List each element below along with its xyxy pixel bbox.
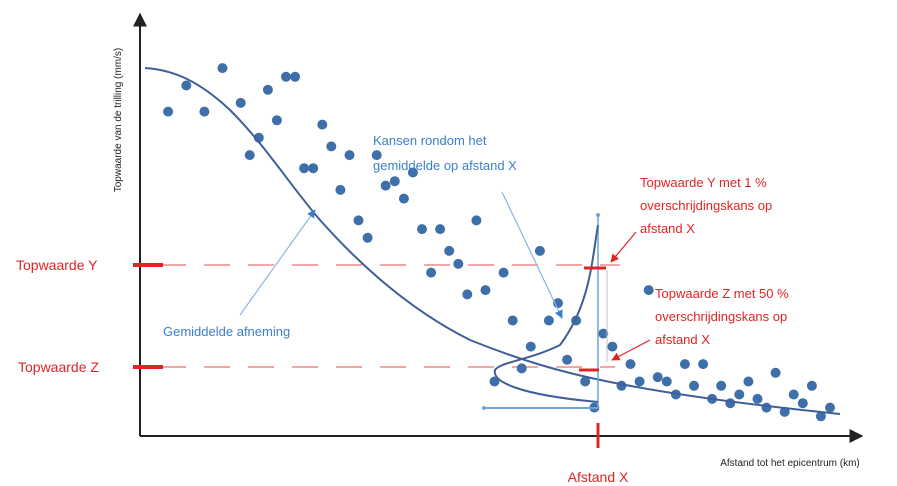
level-z-label: Topwaarde Z xyxy=(18,359,99,375)
scatter-point xyxy=(689,380,699,391)
scatter-point xyxy=(262,84,273,95)
scatter-point xyxy=(362,232,373,243)
scatter-point xyxy=(489,376,500,387)
level-y-label: Topwaarde Y xyxy=(16,257,98,273)
scatter-point xyxy=(417,224,427,235)
scatter-point xyxy=(525,341,536,352)
scatter-point xyxy=(317,119,328,130)
scatter-point xyxy=(217,63,228,74)
scatter-point xyxy=(661,376,672,387)
scatter-point xyxy=(398,193,409,204)
scatter-point xyxy=(734,389,745,400)
scatter-point xyxy=(181,80,192,91)
scatter-point xyxy=(507,315,518,326)
scatter-point xyxy=(353,215,364,226)
scatter-point xyxy=(607,341,618,352)
distribution-base-end xyxy=(482,406,486,410)
y-axis-label: Topwaarde van de trilling (mm/s) xyxy=(113,48,124,193)
scatter-point xyxy=(471,215,482,226)
scatter-point xyxy=(516,363,527,374)
scatter-point xyxy=(562,354,573,365)
scatter-point xyxy=(407,167,418,178)
scatter-point xyxy=(480,285,491,296)
scatter-point xyxy=(326,141,337,152)
arrow-y xyxy=(610,231,637,263)
scatter-point xyxy=(271,115,282,126)
scatter-point xyxy=(308,163,319,174)
distance-x-label: Afstand X xyxy=(568,469,629,485)
scatter-point xyxy=(580,376,591,387)
distribution-curve xyxy=(493,224,599,403)
scatter-point xyxy=(371,150,382,161)
arrow-z xyxy=(611,339,651,361)
scatter-point xyxy=(235,97,246,108)
scatter-point xyxy=(652,372,663,383)
distribution-axis-top xyxy=(596,213,600,217)
trend-line xyxy=(144,67,841,415)
scatter-point xyxy=(389,176,400,187)
scatter-point xyxy=(380,180,391,191)
scatter-point xyxy=(825,402,835,413)
scatter-point xyxy=(815,411,826,422)
scatter-point xyxy=(543,315,554,326)
scatter-point xyxy=(698,359,709,370)
scatter-point xyxy=(344,150,355,161)
scatter-point xyxy=(725,398,736,409)
scatter-point xyxy=(797,398,808,409)
scatter-point xyxy=(716,380,727,391)
scatter-point xyxy=(806,380,817,391)
scatter-points xyxy=(163,63,835,422)
scatter-point xyxy=(462,289,473,300)
scatter-point xyxy=(598,328,609,339)
scatter-point xyxy=(163,106,174,117)
scatter-point xyxy=(788,389,799,400)
annotation-y: Topwaarde Y met 1 % overschrijdingskans … xyxy=(640,175,776,236)
scatter-point xyxy=(199,106,210,117)
scatter-point xyxy=(761,402,772,413)
annotation-distribution: Kansen rondom het gemiddelde op afstand … xyxy=(373,133,517,173)
scatter-point xyxy=(634,376,645,387)
scatter-point xyxy=(779,406,790,417)
scatter-point xyxy=(743,376,754,387)
scatter-point xyxy=(752,393,763,404)
scatter-point xyxy=(281,71,291,82)
scatter-point xyxy=(643,285,654,296)
arrow-distribution xyxy=(501,191,563,319)
scatter-point xyxy=(426,267,437,278)
scatter-point xyxy=(770,367,781,378)
scatter-point xyxy=(679,359,690,370)
annotation-z: Topwaarde Z met 50 % overschrijdingskans… xyxy=(655,286,792,347)
scatter-point xyxy=(335,184,346,195)
scatter-point xyxy=(290,71,301,82)
scatter-point xyxy=(244,150,255,161)
scatter-point xyxy=(453,258,464,269)
scatter-point xyxy=(498,267,509,278)
scatter-point xyxy=(625,359,636,370)
scatter-point xyxy=(444,245,455,256)
scatter-point xyxy=(435,224,446,235)
arrow-trend xyxy=(239,209,316,316)
x-axis-label: Afstand tot het epicentrum (km) xyxy=(720,458,860,469)
trend-label: Gemiddelde afneming xyxy=(163,324,290,339)
scatter-point xyxy=(534,245,545,256)
scatter-point xyxy=(299,163,310,174)
